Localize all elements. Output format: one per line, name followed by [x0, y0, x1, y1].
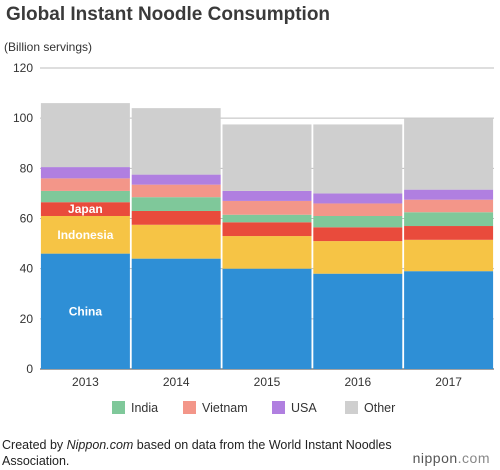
- x-tick-label: 2017: [435, 375, 462, 389]
- credit-site: Nippon.com: [66, 438, 134, 452]
- bar-japan-2017: [404, 226, 494, 240]
- legend-label-other: Other: [364, 401, 395, 415]
- bar-indonesia-2017: [404, 239, 494, 272]
- y-tick-label: 80: [20, 161, 34, 175]
- bar-indonesia-2015: [222, 236, 312, 269]
- bar-china-2015: [222, 268, 312, 369]
- bar-japan-2016: [313, 227, 403, 242]
- bar-indonesia-2014: [131, 224, 221, 259]
- inline-label-china: China: [69, 304, 103, 318]
- bar-india-2015: [222, 214, 312, 223]
- y-axis-unit-label: (Billion servings): [4, 40, 93, 54]
- bar-india-2017: [404, 212, 494, 227]
- bar-china-2013: [40, 253, 130, 369]
- chart-title: Global Instant Noodle Consumption: [6, 4, 331, 25]
- bar-usa-2017: [404, 189, 494, 200]
- nippon-logo: nippon.com: [413, 450, 490, 466]
- bar-vietnam-2017: [404, 199, 494, 213]
- inline-label-indonesia: Indonesia: [57, 228, 113, 242]
- bar-indonesia-2016: [313, 241, 403, 274]
- bar-vietnam-2015: [222, 200, 312, 215]
- y-tick-label: 20: [20, 312, 34, 326]
- legend-label-usa: USA: [291, 401, 317, 415]
- legend-label-india: India: [131, 401, 158, 415]
- bar-china-2014: [131, 258, 221, 369]
- bar-vietnam-2014: [131, 184, 221, 198]
- y-tick-label: 100: [13, 111, 33, 125]
- legend-swatch-other: [345, 401, 358, 414]
- logo-brand: nippon: [412, 450, 458, 466]
- bar-other-2013: [40, 103, 130, 168]
- x-tick-label: 2016: [344, 375, 371, 389]
- credit-prefix: Created by: [2, 438, 67, 452]
- bar-usa-2014: [131, 174, 221, 185]
- bar-other-2015: [222, 124, 312, 191]
- logo-tld: .com: [457, 450, 490, 466]
- y-tick-label: 0: [26, 362, 33, 376]
- bar-india-2016: [313, 215, 403, 228]
- bar-india-2014: [131, 197, 221, 211]
- credit-suffix: based on data from the World Instant Noo…: [2, 438, 392, 468]
- inline-label-japan: Japan: [68, 202, 103, 216]
- bar-vietnam-2013: [40, 178, 130, 191]
- legend-swatch-usa: [272, 401, 285, 414]
- x-tick-label: 2015: [254, 375, 281, 389]
- x-tick-label: 2013: [72, 375, 99, 389]
- y-tick-label: 60: [20, 212, 34, 226]
- bar-japan-2015: [222, 222, 312, 237]
- bar-other-2017: [404, 118, 494, 190]
- bar-china-2017: [404, 271, 494, 369]
- legend-swatch-vietnam: [183, 401, 196, 414]
- bar-japan-2013: [40, 202, 130, 216]
- source-credit: Created by Nippon.com based on data from…: [2, 437, 402, 469]
- bar-usa-2013: [40, 167, 130, 179]
- legend-swatch-india: [112, 401, 125, 414]
- legend-label-vietnam: Vietnam: [202, 401, 248, 415]
- bar-indonesia-2013: [40, 215, 130, 254]
- bar-usa-2016: [313, 193, 403, 204]
- bar-usa-2015: [222, 190, 312, 201]
- bar-china-2016: [313, 273, 403, 369]
- bar-other-2014: [131, 108, 221, 175]
- x-tick-label: 2014: [163, 375, 190, 389]
- bar-vietnam-2016: [313, 203, 403, 216]
- bar-japan-2014: [131, 210, 221, 225]
- y-tick-label: 120: [13, 61, 33, 75]
- bar-india-2013: [40, 190, 130, 203]
- bar-other-2016: [313, 124, 403, 194]
- y-tick-label: 40: [20, 262, 34, 276]
